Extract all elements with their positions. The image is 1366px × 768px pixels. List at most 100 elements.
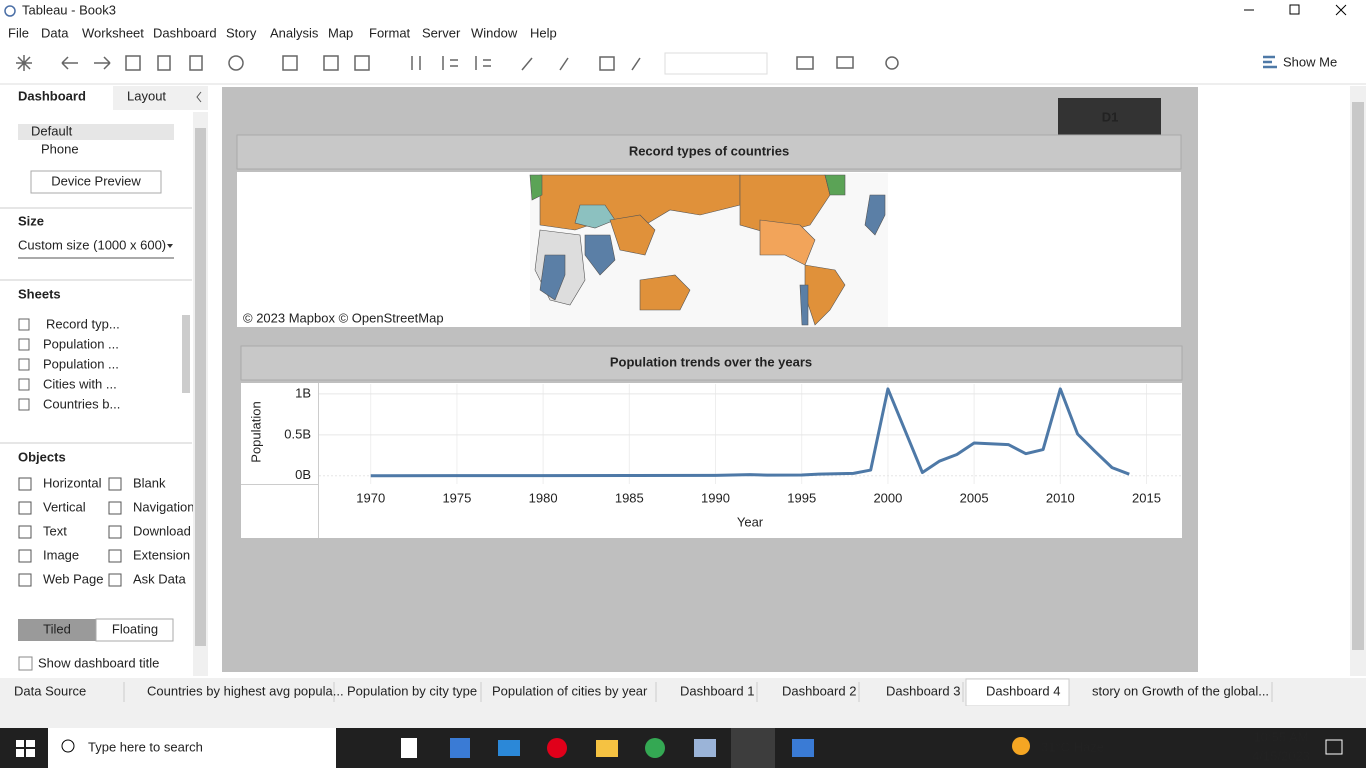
sheet-tab[interactable]: Dashboard 3 xyxy=(886,683,960,698)
device[interactable]: Phone xyxy=(41,141,79,156)
object[interactable]: Ask Data xyxy=(133,571,187,586)
layout-mode[interactable]: Tiled xyxy=(43,621,71,636)
panel-tab[interactable]: Dashboard xyxy=(18,88,86,103)
sheet-tab[interactable]: story on Growth of the global... xyxy=(1092,683,1269,698)
sheet-tab[interactable]: Population by city type xyxy=(347,683,477,698)
sheet[interactable]: Population ... xyxy=(43,356,119,371)
app[interactable] xyxy=(596,740,618,757)
tiled-button[interactable] xyxy=(18,619,96,641)
badge xyxy=(1058,98,1161,136)
panel-scroll-thumb[interactable] xyxy=(195,128,206,646)
object[interactable]: Extension xyxy=(133,547,190,562)
device[interactable]: Default xyxy=(31,123,73,138)
sheet-tab[interactable]: Population of cities by year xyxy=(492,683,648,698)
clear[interactable] xyxy=(354,55,370,71)
sheet[interactable]: Countries b... xyxy=(43,396,120,411)
new-source[interactable] xyxy=(157,55,171,71)
active-app[interactable] xyxy=(731,728,775,768)
app[interactable] xyxy=(792,739,814,757)
forward[interactable] xyxy=(94,56,111,70)
notifications[interactable] xyxy=(1325,739,1343,755)
duplicate[interactable] xyxy=(323,55,339,71)
menu-item[interactable]: Dashboard xyxy=(153,25,217,40)
refresh[interactable] xyxy=(228,55,244,71)
collapse[interactable] xyxy=(196,91,202,103)
scrollbar[interactable] xyxy=(182,315,190,393)
object[interactable]: Horizontal xyxy=(43,475,102,490)
app[interactable] xyxy=(401,738,417,758)
weather-icon xyxy=(1012,737,1030,755)
sheet[interactable]: Record typ... xyxy=(46,316,120,331)
show-me-icon[interactable] xyxy=(1263,55,1277,69)
cards[interactable] xyxy=(796,56,814,70)
back[interactable] xyxy=(61,56,78,70)
object-icon xyxy=(18,477,32,491)
app[interactable] xyxy=(645,738,665,758)
tableau-icon[interactable] xyxy=(16,55,32,71)
pause[interactable] xyxy=(189,55,203,71)
chart-area xyxy=(241,383,1182,538)
device-preview-button[interactable] xyxy=(30,170,162,194)
object[interactable]: Text xyxy=(43,523,67,538)
start[interactable] xyxy=(16,740,35,757)
size-value[interactable]: Custom size (1000 x 600) xyxy=(18,237,166,252)
floating-button[interactable] xyxy=(95,618,174,642)
save[interactable] xyxy=(125,55,141,71)
menu-item[interactable]: Story xyxy=(226,25,257,40)
sheet-tab[interactable]: Dashboard 1 xyxy=(680,683,754,698)
dropdown-arrow[interactable] xyxy=(167,244,173,248)
highlight[interactable] xyxy=(521,57,533,71)
checkbox-label[interactable]: Show dashboard title xyxy=(38,655,159,670)
close[interactable] xyxy=(1335,4,1347,16)
object[interactable]: Vertical xyxy=(43,499,86,514)
object[interactable]: Web Page xyxy=(43,571,103,586)
checkbox[interactable] xyxy=(18,656,33,671)
app[interactable] xyxy=(547,738,567,758)
menu-item[interactable]: Server xyxy=(422,25,461,40)
menu-item[interactable]: Data xyxy=(41,25,69,40)
object[interactable]: Navigation xyxy=(133,499,194,514)
x-tick-label: 2005 xyxy=(960,490,989,505)
weather[interactable]: 31°C Haze xyxy=(1041,739,1104,754)
menu-item[interactable]: Worksheet xyxy=(82,25,144,40)
menu-item[interactable]: Help xyxy=(530,25,557,40)
app[interactable] xyxy=(450,738,470,758)
device-preview-label[interactable]: Device Preview xyxy=(51,173,141,188)
menu-item[interactable]: Map xyxy=(328,25,353,40)
map-title-box xyxy=(236,134,1182,170)
sheet-tab[interactable]: Data Source xyxy=(14,683,86,698)
sheet-tab[interactable]: Dashboard 2 xyxy=(782,683,856,698)
presentation[interactable] xyxy=(836,56,854,69)
sheet-tab[interactable]: Dashboard 4 xyxy=(986,683,1060,698)
new-sheet[interactable] xyxy=(282,55,298,71)
app-icon xyxy=(4,5,16,17)
plot: 1970 1975 1980 1985 1990 1995 2000 2005 2010 2015… xyxy=(284,384,1181,505)
chart-title-box xyxy=(240,345,1183,381)
panel-tab[interactable]: Layout xyxy=(127,88,166,103)
app[interactable] xyxy=(498,740,520,756)
menu-item[interactable]: Format xyxy=(369,25,411,40)
clock-time[interactable]: 10:55 AM xyxy=(1254,729,1309,744)
restore[interactable] xyxy=(1289,4,1300,15)
canvas-scroll-thumb[interactable] xyxy=(1352,102,1364,650)
object[interactable]: Blank xyxy=(133,475,166,490)
menu-item[interactable]: Window xyxy=(471,25,518,40)
fit-dropdown[interactable] xyxy=(664,52,768,75)
app[interactable] xyxy=(694,739,716,757)
search-box[interactable] xyxy=(48,728,336,768)
sort[interactable] xyxy=(411,56,491,70)
object[interactable]: Image xyxy=(43,547,79,562)
menu-item[interactable]: Analysis xyxy=(270,25,319,40)
menu-item[interactable]: File xyxy=(8,25,29,40)
taskbar-apps xyxy=(401,728,1030,768)
sheet-tab[interactable]: Countries by highest avg popula... xyxy=(147,683,344,698)
format-tools[interactable] xyxy=(559,56,641,71)
layout-mode[interactable]: Floating xyxy=(112,621,158,636)
search-placeholder[interactable]: Type here to search xyxy=(88,739,203,754)
share[interactable] xyxy=(885,56,899,70)
clock-date[interactable]: 4/15/2023 xyxy=(1252,748,1310,763)
object[interactable]: Download xyxy=(133,523,191,538)
show-me[interactable]: Show Me xyxy=(1283,54,1337,69)
sheet[interactable]: Cities with ... xyxy=(43,376,117,391)
sheet[interactable]: Population ... xyxy=(43,336,119,351)
